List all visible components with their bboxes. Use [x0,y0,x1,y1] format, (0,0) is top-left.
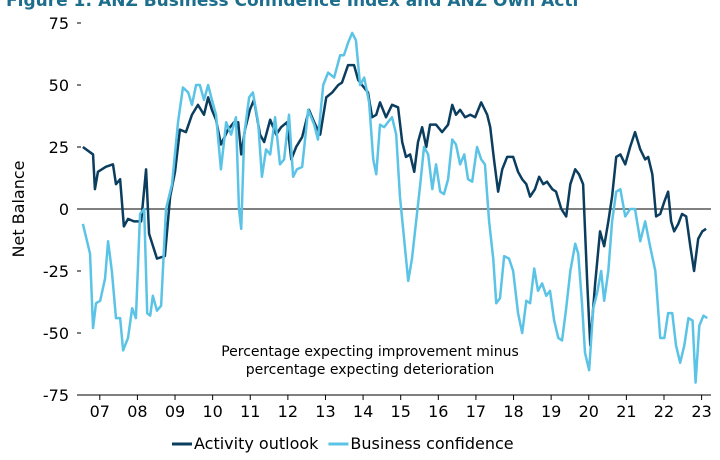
x-tick-label: 21 [616,402,636,421]
x-tick-label: 23 [691,402,711,421]
y-tick-label: -75 [43,386,69,405]
series-line [81,31,708,384]
y-tick-label: 50 [49,76,69,95]
x-tick-label: 09 [165,402,185,421]
y-tick-label: -50 [43,324,69,343]
chart-title: Figure 1: ANZ Business Confidence Index … [6,0,578,11]
annotation: percentage expecting deterioration [246,362,495,378]
legend-label: Business confidence [350,434,513,453]
x-tick-label: 12 [278,402,298,421]
y-axis-label: Net Balance [9,161,28,258]
y-tick-label: 25 [49,138,69,157]
y-tick-label: 0 [59,200,69,219]
x-tick-label: 14 [353,402,373,421]
x-tick-label: 19 [541,402,561,421]
x-tick-label: 10 [202,402,222,421]
x-tick-label: 07 [90,402,110,421]
x-tick-label: 20 [579,402,599,421]
x-tick-label: 08 [127,402,147,421]
annotation: Percentage expecting improvement minus [221,344,519,360]
x-tick-label: 15 [391,402,411,421]
series-line [82,63,707,347]
y-tick-label: 75 [49,14,69,33]
x-tick-label: 13 [315,402,335,421]
x-tick-label: 11 [240,402,260,421]
legend-label: Activity outlook [194,434,319,453]
x-tick-label: 17 [466,402,486,421]
x-tick-label: 22 [654,402,674,421]
y-tick-label: -25 [43,262,69,281]
x-tick-label: 18 [503,402,523,421]
x-tick-label: 16 [428,402,448,421]
